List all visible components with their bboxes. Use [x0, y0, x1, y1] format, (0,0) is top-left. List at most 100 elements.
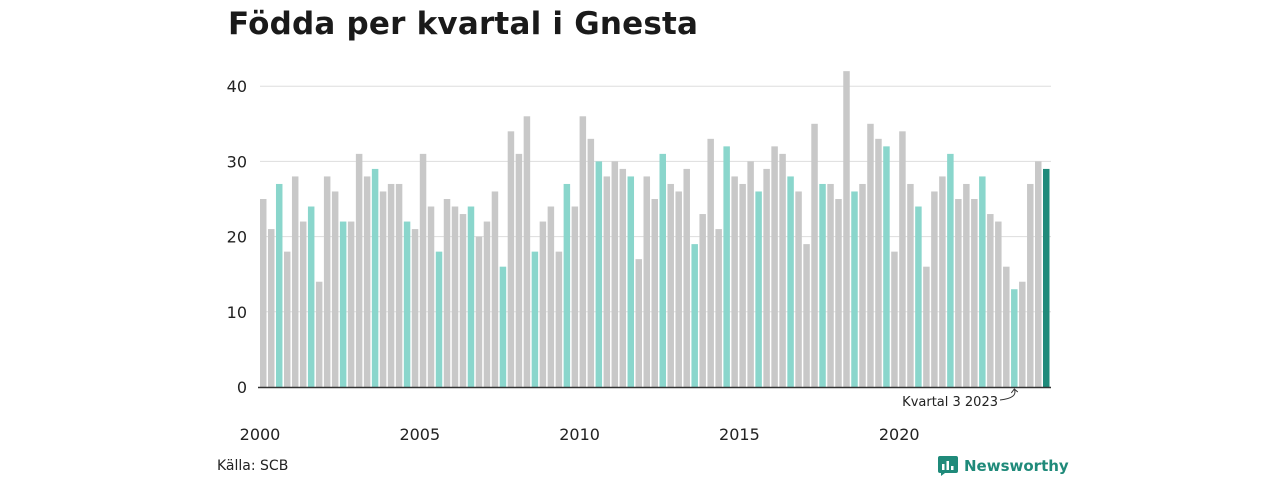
bar [1003, 266, 1010, 387]
bar [787, 176, 794, 387]
bar [635, 259, 643, 387]
bar [683, 168, 690, 387]
bar [275, 183, 283, 387]
bar [411, 229, 419, 387]
bar [371, 168, 379, 387]
bar [1035, 161, 1042, 387]
bar [403, 221, 411, 387]
bar [923, 266, 930, 387]
bar [979, 176, 986, 387]
bar [739, 183, 746, 387]
bar [1027, 183, 1034, 387]
y-tick-label: 40 [227, 77, 247, 96]
bar [875, 138, 882, 387]
bar [867, 123, 874, 388]
bar [795, 191, 802, 387]
bar [267, 229, 275, 387]
bar [571, 206, 579, 387]
annotation-arrow [999, 388, 1016, 401]
bar [347, 221, 355, 387]
bar [763, 168, 770, 387]
bar [643, 176, 651, 387]
bar [491, 191, 499, 387]
bar [651, 199, 658, 387]
bar [843, 71, 850, 387]
bar [587, 138, 595, 387]
y-tick-label: 10 [227, 303, 247, 322]
bar [731, 176, 738, 387]
bar [419, 153, 427, 387]
bar [675, 191, 682, 387]
x-tick-label: 2020 [879, 425, 920, 444]
bar [507, 131, 515, 387]
bar [603, 176, 611, 387]
bar [827, 183, 834, 387]
bar [859, 183, 866, 387]
bar [819, 183, 826, 387]
bar [443, 199, 451, 387]
bar [1019, 281, 1026, 387]
bar [475, 236, 483, 387]
bar [323, 176, 331, 387]
bar [555, 251, 563, 387]
bar [883, 146, 890, 387]
bar [955, 199, 962, 387]
bar [811, 123, 818, 388]
bar [987, 214, 994, 387]
bar [260, 199, 267, 387]
x-tick-labels: 2000 2005 2010 2015 2020 [240, 425, 920, 444]
bar [483, 221, 491, 387]
bar [547, 206, 555, 387]
bar [1043, 168, 1050, 387]
bar [595, 161, 603, 387]
bar [707, 138, 714, 387]
bar [723, 146, 730, 387]
bar [659, 153, 666, 387]
annotation-arrowhead [1010, 388, 1019, 394]
bar [299, 221, 307, 387]
y-tick-label: 20 [227, 228, 247, 247]
bar [539, 221, 547, 387]
bars [260, 71, 1050, 388]
bar [691, 244, 698, 387]
bar [931, 191, 938, 387]
bar [835, 199, 842, 387]
y-tick-label: 0 [237, 378, 247, 397]
bar [435, 251, 443, 387]
bar [579, 116, 587, 387]
bar [755, 191, 762, 387]
bar [363, 176, 371, 387]
x-tick-label: 2000 [240, 425, 281, 444]
bar [355, 153, 363, 387]
bar [907, 183, 914, 387]
y-tick-label: 30 [227, 152, 247, 171]
x-tick-label: 2015 [719, 425, 760, 444]
bar [971, 199, 978, 387]
bar [395, 183, 403, 387]
newsworthy-logo-icon [938, 456, 958, 476]
bar [387, 183, 395, 387]
annotation-label: Kvartal 3 2023 [902, 395, 998, 410]
bar [307, 206, 315, 387]
bar [563, 183, 571, 387]
brand-name: Newsworthy [964, 457, 1069, 475]
bar [963, 183, 970, 387]
bar [699, 214, 706, 387]
bar [667, 183, 674, 387]
bar [715, 229, 722, 387]
bar [451, 206, 459, 387]
y-tick-labels: 0 10 20 30 40 [227, 77, 247, 397]
bar [995, 221, 1002, 387]
bar [531, 251, 539, 387]
bar [291, 176, 299, 387]
chart-title: Födda per kvartal i Gnesta [228, 6, 699, 42]
bar [627, 176, 635, 387]
bar [499, 266, 507, 387]
bar [379, 191, 387, 387]
bar [427, 206, 435, 387]
bar [331, 191, 339, 387]
bar [315, 281, 323, 387]
bar [459, 214, 467, 387]
bar [947, 153, 954, 387]
bar [915, 206, 922, 387]
